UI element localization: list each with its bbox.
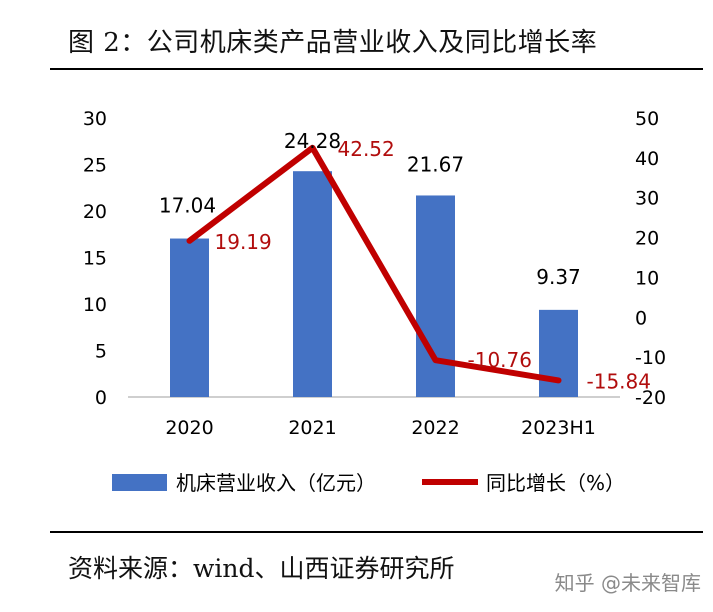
top-rule (50, 68, 703, 70)
growth-line (186, 144, 562, 384)
right-tick-label: -20 (635, 387, 666, 409)
x-axis: 2020 2021 2022 2023H1 (165, 417, 596, 439)
left-tick-label: 20 (83, 201, 107, 223)
bar (416, 195, 455, 397)
line-point (188, 239, 191, 243)
line-series (186, 144, 562, 384)
line-value-label: -10.76 (468, 348, 532, 372)
line-value-label: 42.52 (338, 137, 395, 161)
line-value-label: 19.19 (215, 230, 272, 254)
legend-line-label: 同比增长（%） (486, 471, 625, 495)
x-tick-label: 2022 (411, 417, 459, 439)
right-tick-label: 50 (635, 108, 659, 130)
bar-data-labels: 17.04 24.28 21.67 9.37 (159, 129, 581, 289)
right-tick-label: 20 (635, 228, 659, 250)
left-tick-label: 0 (95, 387, 107, 409)
bar-value-label: 17.04 (159, 194, 216, 218)
left-tick-label: 10 (83, 294, 107, 316)
x-tick-label: 2021 (288, 417, 336, 439)
legend: 机床营业收入（亿元） 同比增长（%） (112, 471, 625, 495)
figure-title: 图 2：公司机床类产品营业收入及同比增长率 (68, 28, 598, 58)
bar (170, 238, 209, 397)
bar (293, 171, 332, 397)
legend-bar-swatch (112, 474, 167, 491)
right-tick-label: 30 (635, 188, 659, 210)
line-point (434, 358, 437, 362)
bottom-rule (50, 531, 703, 533)
bar-value-label: 24.28 (284, 129, 341, 153)
line-data-labels: 19.19 42.52 -10.76 -15.84 (215, 137, 651, 394)
line-point (311, 146, 314, 150)
left-tick-label: 15 (83, 248, 107, 270)
right-tick-label: 10 (635, 267, 659, 289)
bar-series (170, 171, 578, 397)
line-value-label: -15.84 (587, 369, 651, 393)
right-tick-label: 40 (635, 148, 659, 170)
bar (539, 309, 578, 397)
x-tick-label: 2023H1 (521, 417, 596, 439)
bar-value-label: 9.37 (536, 265, 581, 289)
line-point (557, 378, 560, 382)
left-axis: 0 5 10 15 20 25 30 (83, 108, 107, 409)
x-tick-label: 2020 (165, 417, 213, 439)
watermark: 知乎 @未来智库 (554, 571, 701, 595)
left-tick-label: 30 (83, 108, 107, 130)
right-tick-label: 0 (635, 307, 647, 329)
source-note: 资料来源：wind、山西证券研究所 (68, 554, 455, 583)
left-tick-label: 5 (95, 341, 107, 363)
left-tick-label: 25 (83, 155, 107, 177)
right-tick-label: -10 (635, 347, 666, 369)
legend-bar-label: 机床营业收入（亿元） (176, 471, 376, 495)
right-axis: -20 -10 0 10 20 30 40 50 (635, 108, 666, 409)
bar-value-label: 21.67 (407, 152, 464, 176)
